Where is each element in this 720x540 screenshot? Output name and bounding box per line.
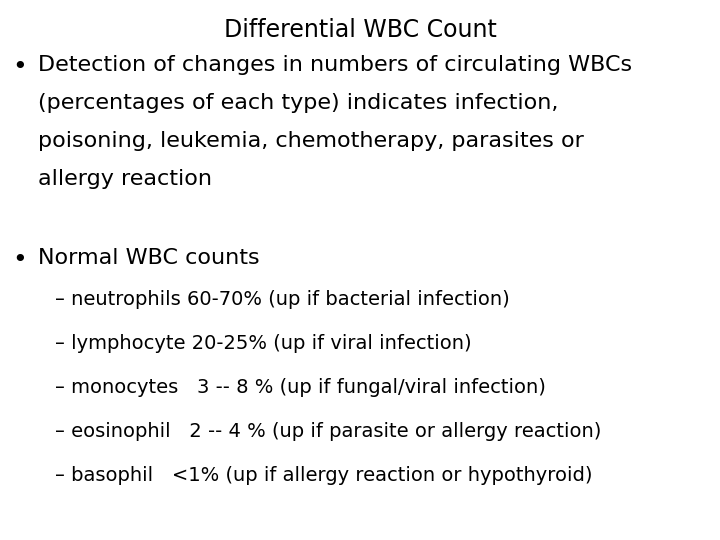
Text: (percentages of each type) indicates infection,: (percentages of each type) indicates inf… xyxy=(38,93,559,113)
Text: – monocytes   3 -- 8 % (up if fungal/viral infection): – monocytes 3 -- 8 % (up if fungal/viral… xyxy=(55,378,546,397)
Text: Differential WBC Count: Differential WBC Count xyxy=(224,18,496,42)
Text: poisoning, leukemia, chemotherapy, parasites or: poisoning, leukemia, chemotherapy, paras… xyxy=(38,131,584,151)
Text: Normal WBC counts: Normal WBC counts xyxy=(38,248,260,268)
Text: •: • xyxy=(12,55,27,79)
Text: Detection of changes in numbers of circulating WBCs: Detection of changes in numbers of circu… xyxy=(38,55,632,75)
Text: •: • xyxy=(12,248,27,272)
Text: allergy reaction: allergy reaction xyxy=(38,169,212,189)
Text: – neutrophils 60-70% (up if bacterial infection): – neutrophils 60-70% (up if bacterial in… xyxy=(55,290,510,309)
Text: – lymphocyte 20-25% (up if viral infection): – lymphocyte 20-25% (up if viral infecti… xyxy=(55,334,472,353)
Text: – basophil   <1% (up if allergy reaction or hypothyroid): – basophil <1% (up if allergy reaction o… xyxy=(55,466,593,485)
Text: – eosinophil   2 -- 4 % (up if parasite or allergy reaction): – eosinophil 2 -- 4 % (up if parasite or… xyxy=(55,422,601,441)
